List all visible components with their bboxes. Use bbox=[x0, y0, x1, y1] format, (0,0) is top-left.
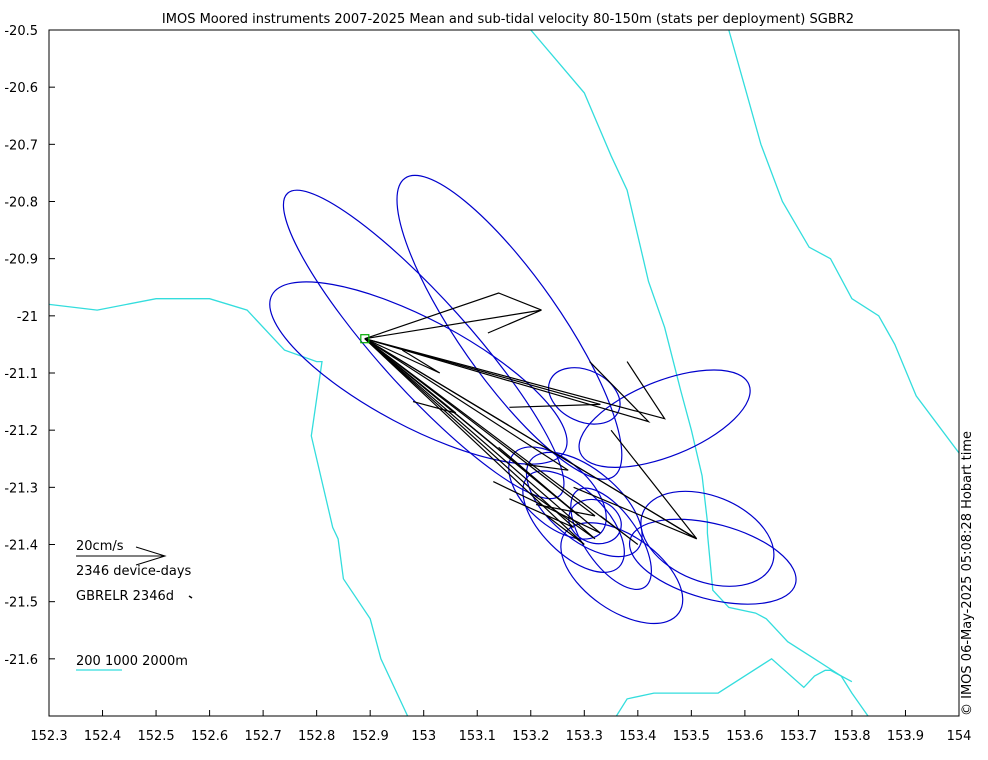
x-tick-label: 152.7 bbox=[245, 729, 282, 744]
velocity-vector-10 bbox=[364, 338, 585, 545]
x-axis-ticks: 152.3 152.4 152.5 152.6 152.7 152.8 152.9 153 15… bbox=[30, 710, 971, 744]
velocity-ellipses bbox=[269, 174, 797, 625]
legend-velocity-scale: 20cm/s bbox=[76, 539, 124, 554]
x-tick-label: 153.5 bbox=[673, 729, 710, 744]
y-tick-label: -20.5 bbox=[4, 24, 38, 39]
x-tick-label: 153.8 bbox=[833, 729, 870, 744]
plot-area bbox=[49, 30, 959, 716]
site-marker bbox=[360, 334, 370, 344]
isobath-line-1 bbox=[530, 30, 853, 683]
y-tick-label: -21 bbox=[17, 310, 38, 325]
velocity-vector-4 bbox=[364, 338, 651, 423]
velocity-vector-1 bbox=[364, 292, 542, 340]
velocity-ellipse-11 bbox=[640, 490, 775, 587]
velocity-ellipse-0 bbox=[282, 189, 565, 500]
y-tick-label: -21.2 bbox=[4, 424, 38, 439]
y-tick-label: -21.6 bbox=[4, 653, 38, 668]
legend-scale-arrow bbox=[76, 546, 167, 566]
velocity-vector-7 bbox=[364, 338, 569, 471]
velocity-ellipse-10 bbox=[560, 522, 684, 625]
x-tick-label: 152.4 bbox=[84, 729, 121, 744]
chart-title: IMOS Moored instruments 2007-2025 Mean a… bbox=[162, 12, 854, 27]
y-tick-label: -20.8 bbox=[4, 196, 38, 211]
velocity-vector-15 bbox=[364, 338, 596, 517]
velocity-ellipse-8 bbox=[568, 498, 622, 545]
velocity-vector-3 bbox=[364, 338, 666, 420]
velocity-ellipse-1 bbox=[396, 174, 623, 480]
footer-timestamp: © IMOS 06-May-2025 05:08:28 Hobart time bbox=[960, 431, 975, 716]
velocity-vector-2 bbox=[364, 338, 601, 408]
velocity-ellipse-9 bbox=[570, 487, 652, 591]
velocity-vector-6 bbox=[364, 338, 441, 374]
legend-device-days: 2346 device-days bbox=[76, 564, 192, 579]
y-tick-label: -21.3 bbox=[4, 481, 38, 496]
legend-isobaths-label: 200 1000 2000m bbox=[76, 654, 188, 669]
isobath-line-2 bbox=[728, 30, 959, 454]
x-tick-label: 152.3 bbox=[30, 729, 67, 744]
velocity-ellipse-12 bbox=[628, 518, 797, 605]
x-tick-label: 152.5 bbox=[137, 729, 174, 744]
velocity-vector-14 bbox=[364, 338, 601, 534]
isobath-line-3 bbox=[615, 657, 869, 716]
x-tick-label: 153.9 bbox=[887, 729, 924, 744]
x-tick-label: 153.3 bbox=[566, 729, 603, 744]
x-tick-label: 154 bbox=[947, 729, 972, 744]
velocity-vectors bbox=[364, 292, 698, 545]
x-tick-label: 152.8 bbox=[298, 729, 335, 744]
x-tick-label: 153.4 bbox=[619, 729, 656, 744]
velocity-ellipse-3 bbox=[548, 367, 621, 425]
x-tick-label: 153 bbox=[411, 729, 436, 744]
velocity-ellipse-6 bbox=[522, 470, 625, 573]
y-tick-label: -21.1 bbox=[4, 367, 38, 382]
velocity-vector-16 bbox=[364, 338, 575, 528]
isobath-line-0 bbox=[49, 298, 409, 716]
x-tick-label: 153.7 bbox=[780, 729, 817, 744]
velocity-ellipse-5 bbox=[508, 446, 607, 540]
velocity-ellipse-4 bbox=[578, 369, 751, 468]
x-tick-label: 152.9 bbox=[352, 729, 389, 744]
site-marker-group bbox=[360, 334, 370, 344]
x-tick-label: 152.6 bbox=[191, 729, 228, 744]
velocity-vector-11 bbox=[364, 338, 639, 545]
isobath-lines bbox=[49, 30, 959, 716]
x-tick-label: 153.6 bbox=[726, 729, 763, 744]
y-tick-label: -20.6 bbox=[4, 81, 38, 96]
velocity-vector-13 bbox=[364, 338, 698, 540]
x-tick-label: 153.1 bbox=[459, 729, 496, 744]
x-tick-label: 153.2 bbox=[512, 729, 549, 744]
y-tick-label: -20.7 bbox=[4, 138, 38, 153]
axes-frame bbox=[48, 29, 960, 717]
y-tick-label: -21.5 bbox=[4, 596, 38, 611]
y-tick-label: -20.9 bbox=[4, 253, 38, 268]
legend: 20cm/s 2346 device-days GBRELR 2346d 200… bbox=[76, 539, 193, 671]
velocity-ellipse-7 bbox=[525, 451, 643, 558]
legend-site-label: GBRELR 2346d bbox=[76, 589, 174, 604]
y-axis-ticks: -20.5 -20.6 -20.7 -20.8 -20.9 -21 -21.1 -21.2 -2… bbox=[4, 24, 55, 668]
y-tick-label: -21.4 bbox=[4, 539, 38, 554]
legend-site-dot bbox=[188, 595, 193, 599]
